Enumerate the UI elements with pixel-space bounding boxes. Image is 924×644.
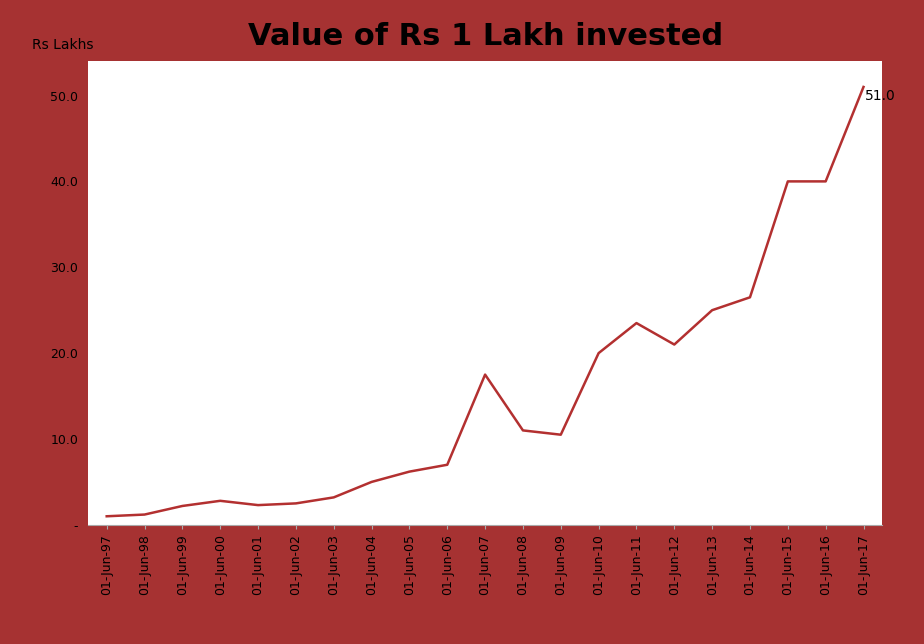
Text: Rs Lakhs: Rs Lakhs xyxy=(32,38,93,52)
Title: Value of Rs 1 Lakh invested: Value of Rs 1 Lakh invested xyxy=(248,21,723,50)
Text: 51.0: 51.0 xyxy=(866,89,896,103)
